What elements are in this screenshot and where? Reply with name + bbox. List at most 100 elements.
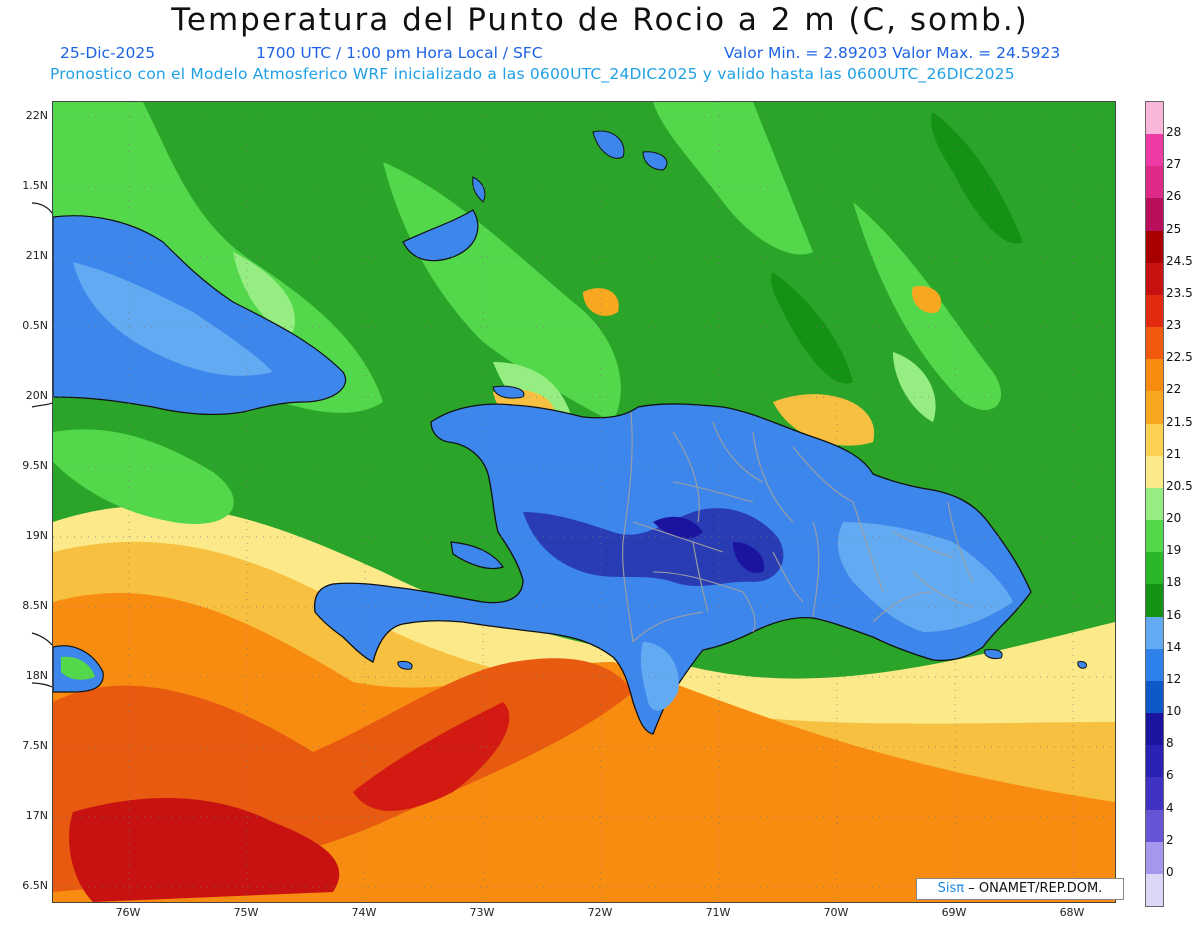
province-borders <box>622 411 974 643</box>
colorbar-label: 2 <box>1166 832 1174 847</box>
north-orange-spot-3 <box>773 394 875 446</box>
colorbar-label: 22.5 <box>1166 350 1193 365</box>
colorbar-label: 23.5 <box>1166 285 1193 300</box>
colorbar-segment <box>1146 616 1163 650</box>
colorbar-segment <box>1146 809 1163 843</box>
colorbar-segment <box>1146 294 1163 328</box>
mona-island <box>1077 661 1088 669</box>
colorbar-segment <box>1146 102 1163 135</box>
lon-label: 74W <box>351 906 377 919</box>
colorbar <box>1145 101 1164 907</box>
colorbar-segment <box>1146 713 1163 746</box>
colorbar-segment <box>1146 230 1163 264</box>
hispaniola-south-light <box>640 642 679 711</box>
colorbar-segment <box>1146 745 1163 778</box>
colorbar-label: 0 <box>1166 864 1174 879</box>
warm-zone-red <box>69 798 340 902</box>
lat-label: 8.5N <box>22 599 48 612</box>
lat-label: 19N <box>25 529 48 542</box>
colorbar-label: 20 <box>1166 511 1182 526</box>
colorbar-segment <box>1146 359 1163 392</box>
colorbar-segment <box>1146 520 1163 553</box>
jamaica-green <box>61 656 95 680</box>
colorbar-label: 26 <box>1166 189 1182 204</box>
lat-label: 6.5N <box>22 879 48 892</box>
colorbar-label: 25 <box>1166 221 1182 236</box>
inagua-island <box>402 209 479 262</box>
lon-label: 73W <box>469 906 495 919</box>
colorbar-label: 12 <box>1166 671 1182 686</box>
colorbar-segment <box>1146 841 1163 875</box>
credit-box: Sisπ – ONAMET/REP.DOM. <box>916 878 1124 900</box>
colorbar-label: 28 <box>1166 125 1182 140</box>
colorbar-label: 18 <box>1166 575 1182 590</box>
acklins-island <box>472 176 486 203</box>
colorbar-segment <box>1146 327 1163 360</box>
colorbar-segment <box>1146 423 1163 457</box>
warm-zone-red-2 <box>353 702 510 811</box>
colorbar-segment <box>1146 680 1163 714</box>
lat-label: 21N <box>25 249 48 262</box>
min-max-values: Valor Min. = 2.89203 Valor Max. = 24.592… <box>724 44 1061 62</box>
colorbar-label: 24.5 <box>1166 253 1193 268</box>
colorbar-label: 6 <box>1166 768 1174 783</box>
colorbar-label: 21.5 <box>1166 414 1193 429</box>
forecast-date: 25-Dic-2025 <box>60 44 156 62</box>
colorbar-label: 10 <box>1166 704 1182 719</box>
lat-label: 22N <box>25 109 48 122</box>
hispaniola-core-dark <box>523 508 784 587</box>
lon-label: 72W <box>587 906 613 919</box>
colorbar-label: 4 <box>1166 800 1174 815</box>
saona-island <box>984 649 1003 659</box>
credit-sis: Sisπ <box>937 881 965 896</box>
lat-label: 18N <box>25 669 48 682</box>
lat-label: 9.5N <box>22 459 48 472</box>
north-dark-streak-2 <box>771 272 853 384</box>
colorbar-label: 23 <box>1166 318 1182 333</box>
lat-label: 1.5N <box>22 179 48 192</box>
north-orange-spot-2 <box>912 286 942 313</box>
lat-label: 20N <box>25 389 48 402</box>
colorbar-segment <box>1146 134 1163 167</box>
colorbar-segment <box>1146 552 1163 585</box>
caicos-island <box>592 130 625 159</box>
north-pale-green-3 <box>893 352 936 422</box>
lon-label: 69W <box>941 906 967 919</box>
lon-label: 70W <box>823 906 849 919</box>
colorbar-label: 16 <box>1166 607 1182 622</box>
north-orange-spot-1 <box>583 288 619 316</box>
colorbar-label: 21 <box>1166 446 1182 461</box>
hispaniola-core-darker <box>653 516 703 539</box>
lon-label: 68W <box>1059 906 1085 919</box>
colorbar-segment <box>1146 873 1163 907</box>
lon-label: 76W <box>115 906 141 919</box>
hispaniola-core-darker-2 <box>733 542 764 573</box>
cuba-land <box>53 215 347 416</box>
north-light-green-3 <box>653 102 813 255</box>
colorbar-segment <box>1146 584 1163 618</box>
colorbar-label: 22 <box>1166 382 1182 397</box>
colorbar-segment <box>1146 166 1163 199</box>
map-grid <box>53 102 1115 902</box>
colorbar-label: 20.5 <box>1166 478 1193 493</box>
colorbar-segment <box>1146 391 1163 425</box>
cuba-inner-light <box>73 262 273 376</box>
hispaniola-east-light <box>837 522 1013 632</box>
turks-island <box>642 151 668 171</box>
colorbar-segment <box>1146 455 1163 489</box>
colorbar-segment <box>1146 777 1163 811</box>
colorbar-segment <box>1146 487 1163 521</box>
forecast-time: 1700 UTC / 1:00 pm Hora Local / SFC <box>256 44 543 62</box>
colorbar-label: 8 <box>1166 736 1174 751</box>
north-light-green-5 <box>53 429 234 524</box>
north-pale-green-1 <box>233 252 295 332</box>
model-description: Pronostico con el Modelo Atmosferico WRF… <box>50 65 1015 83</box>
north-dark-streak-1 <box>931 112 1023 244</box>
dewpoint-map[interactable] <box>52 101 1116 903</box>
lon-label: 71W <box>705 906 731 919</box>
colorbar-segment <box>1146 262 1163 296</box>
lat-label: 7.5N <box>22 739 48 752</box>
lat-label: 0.5N <box>22 319 48 332</box>
lon-label: 75W <box>233 906 259 919</box>
lat-label: 17N <box>25 809 48 822</box>
